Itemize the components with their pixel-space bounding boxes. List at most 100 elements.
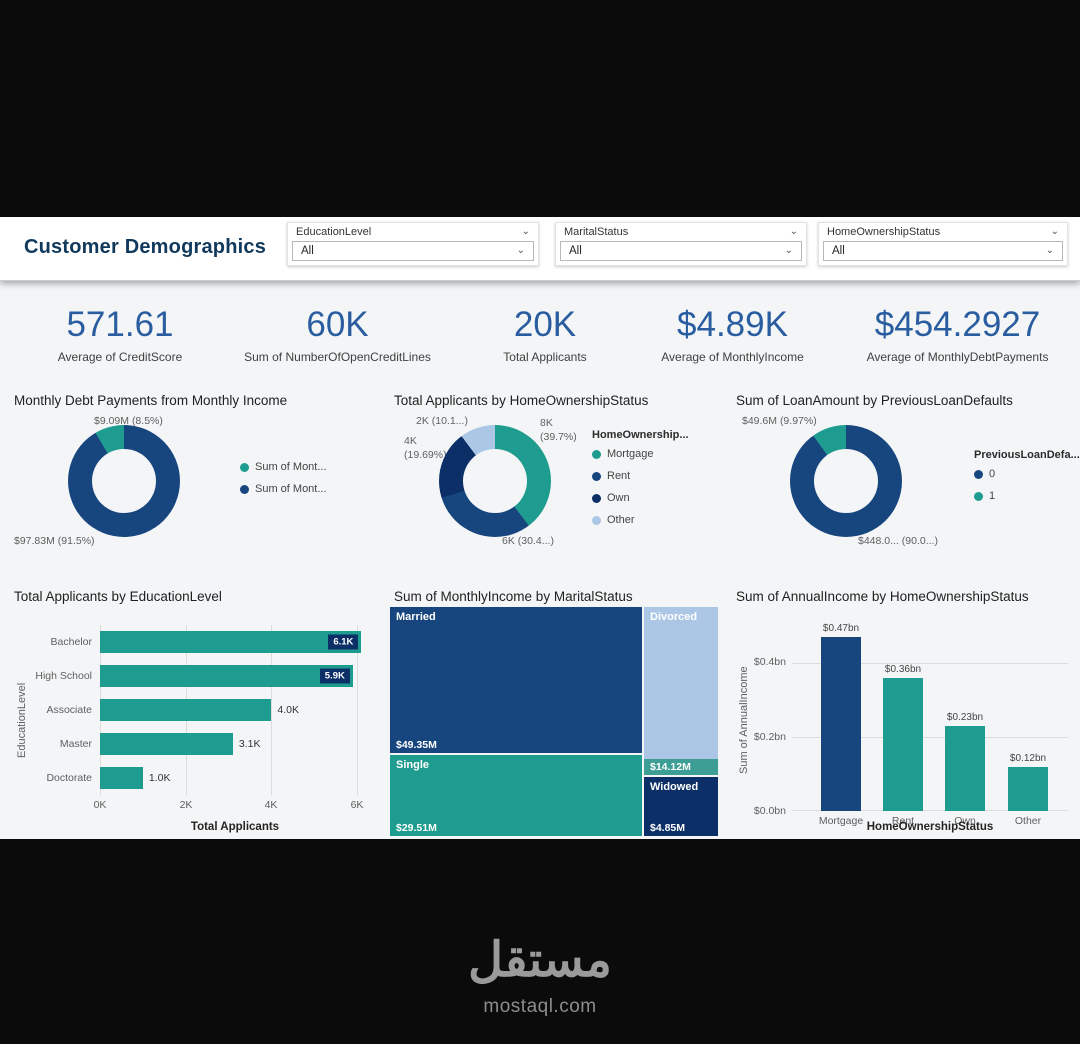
slicer-homeownershipstatus: HomeOwnershipStatus ⌄ All ⌄	[818, 222, 1068, 266]
bar-value-label: 4.0K	[277, 704, 300, 716]
donut-callout-mortgage: 8K (39.7%)	[540, 417, 577, 443]
donut-chart[interactable]	[439, 425, 551, 537]
slicer-label: MaritalStatus	[564, 226, 629, 238]
treemap-value: $29.51M	[396, 822, 437, 834]
chart-annualincome-by-homeownership: Sum of AnnualIncome by HomeOwnershipStat…	[728, 585, 1075, 839]
gridline	[792, 737, 1068, 738]
chart-title: Sum of MonthlyIncome by MaritalStatus	[394, 589, 633, 604]
legend-item[interactable]: Sum of Mont...	[240, 483, 327, 495]
bar[interactable]	[100, 699, 272, 721]
treemap-label: Divorced	[650, 611, 698, 623]
kpi-total-applicants: 20K Total Applicants	[460, 305, 630, 364]
legend-item-own[interactable]: Own	[592, 492, 689, 504]
legend-item-mortgage[interactable]: Mortgage	[592, 448, 689, 460]
slicer-homeownershipstatus-header[interactable]: HomeOwnershipStatus ⌄	[819, 223, 1067, 240]
chevron-down-icon[interactable]: ⌄	[784, 245, 793, 256]
chevron-down-icon[interactable]: ⌄	[1045, 245, 1054, 256]
bar[interactable]	[945, 725, 985, 811]
legend-dot	[974, 469, 983, 479]
powerbi-dashboard: Customer Demographics EducationLevel ⌄ A…	[0, 217, 1080, 839]
gridline	[792, 810, 1068, 811]
donut-chart[interactable]	[790, 425, 902, 537]
slicer-maritalstatus: MaritalStatus ⌄ All ⌄	[555, 222, 807, 266]
treemap-value: $14.12M	[644, 759, 718, 775]
treemap-block-married[interactable]: Married $49.35M	[390, 607, 642, 753]
legend-item-0[interactable]: 0	[974, 468, 1080, 480]
treemap-block-divorced[interactable]: Divorced $14.12M	[644, 607, 718, 775]
legend: PreviousLoanDefa... 0 1	[974, 449, 1080, 512]
chart-monthlyincome-treemap: Sum of MonthlyIncome by MaritalStatus Ma…	[388, 585, 718, 839]
slicer-homeownershipstatus-dropdown[interactable]: All ⌄	[823, 241, 1063, 261]
slicer-maritalstatus-dropdown[interactable]: All ⌄	[560, 241, 802, 261]
kpi-label: Sum of NumberOfOpenCreditLines	[244, 350, 431, 364]
legend-item[interactable]: Sum of Mont...	[240, 461, 327, 473]
chevron-down-icon[interactable]: ⌄	[789, 226, 798, 237]
bar-row-highschool: 5.9K	[100, 659, 370, 693]
slicer-selected-value: All	[301, 245, 314, 257]
treemap-value: $49.35M	[396, 739, 437, 751]
legend-label: Rent	[607, 470, 631, 482]
slicer-maritalstatus-header[interactable]: MaritalStatus ⌄	[556, 223, 806, 240]
donut-callout-large: $97.83M (91.5%)	[14, 535, 95, 547]
legend-item-1[interactable]: 1	[974, 490, 1080, 502]
donut-callout-small: $9.09M (8.5%)	[94, 415, 163, 427]
bar[interactable]: 6.1K	[100, 631, 362, 653]
bar[interactable]: 5.9K	[100, 665, 353, 687]
category-label: Master	[59, 738, 92, 750]
legend-dot	[974, 491, 983, 501]
slicer-label: EducationLevel	[296, 226, 372, 238]
legend-label: Own	[607, 492, 630, 504]
kpi-value: 20K	[513, 305, 577, 344]
legend-dot	[592, 493, 601, 503]
bar-plot-area: 6.1K 5.9K 4.0K 3.1K	[100, 625, 370, 795]
bar[interactable]	[883, 677, 923, 811]
legend-dot	[240, 462, 249, 472]
x-tick: 6K	[350, 799, 364, 811]
legend-dot	[240, 484, 249, 494]
legend-label: 0	[989, 468, 996, 480]
donut-callout-small: $49.6M (9.97%)	[742, 415, 817, 427]
bar-value-label: $0.23bn	[946, 711, 984, 723]
slicer-label: HomeOwnershipStatus	[827, 226, 941, 238]
treemap-block-single[interactable]: Single $29.51M	[390, 755, 642, 836]
bar-col-rent: $0.36bn	[883, 623, 923, 811]
chevron-down-icon[interactable]: ⌄	[1050, 226, 1059, 237]
donut-callout-other: 2K (10.1...)	[416, 415, 468, 427]
bar-value-label: 3.1K	[238, 738, 261, 750]
chart-applicants-homeownership-donut: Total Applicants by HomeOwnershipStatus …	[388, 389, 718, 585]
bar-value-label: $0.36bn	[884, 663, 922, 675]
chart-title: Sum of LoanAmount by PreviousLoanDefault…	[736, 393, 1013, 408]
bar[interactable]	[1008, 766, 1048, 811]
legend-item-rent[interactable]: Rent	[592, 470, 689, 482]
treemap-block-widowed[interactable]: Widowed $4.85M	[644, 777, 718, 836]
bar-col-other: $0.12bn	[1008, 623, 1048, 811]
legend-item-other[interactable]: Other	[592, 514, 689, 526]
bar[interactable]	[100, 767, 143, 789]
slicer-educationlevel: EducationLevel ⌄ All ⌄	[287, 222, 539, 266]
bar-row-associate: 4.0K	[100, 693, 370, 727]
bar-col-mortgage: $0.47bn	[821, 623, 861, 811]
chart-title: Sum of AnnualIncome by HomeOwnershipStat…	[736, 589, 1029, 604]
bar[interactable]	[100, 733, 233, 755]
slicer-educationlevel-header[interactable]: EducationLevel ⌄	[288, 223, 538, 240]
bar[interactable]	[821, 637, 861, 811]
bar-row-bachelor: 6.1K	[100, 625, 370, 659]
gridline	[271, 625, 272, 795]
chart-loanamount-defaults-donut: Sum of LoanAmount by PreviousLoanDefault…	[728, 389, 1080, 585]
chevron-down-icon[interactable]: ⌄	[516, 245, 525, 256]
chevron-down-icon[interactable]: ⌄	[521, 226, 530, 237]
donut-callout-own: 4K (19.69%)	[404, 435, 447, 461]
donut-chart[interactable]	[68, 425, 180, 537]
watermark-site-url: mostaql.com	[483, 996, 597, 1018]
legend-dot	[592, 449, 601, 459]
category-axis: Bachelor High School Associate Master Do…	[16, 625, 92, 795]
kpi-value: 571.61	[66, 305, 174, 344]
watermark: مستقل mostaql.com	[0, 930, 1080, 1018]
kpi-value: 60K	[306, 305, 369, 344]
x-tick: 2K	[179, 799, 193, 811]
slicer-educationlevel-dropdown[interactable]: All ⌄	[292, 241, 534, 261]
kpi-monthly-debt-payments: $454.2927 Average of MonthlyDebtPayments	[840, 305, 1075, 364]
legend-title: PreviousLoanDefa...	[974, 449, 1080, 461]
slicer-selected-value: All	[569, 245, 582, 257]
